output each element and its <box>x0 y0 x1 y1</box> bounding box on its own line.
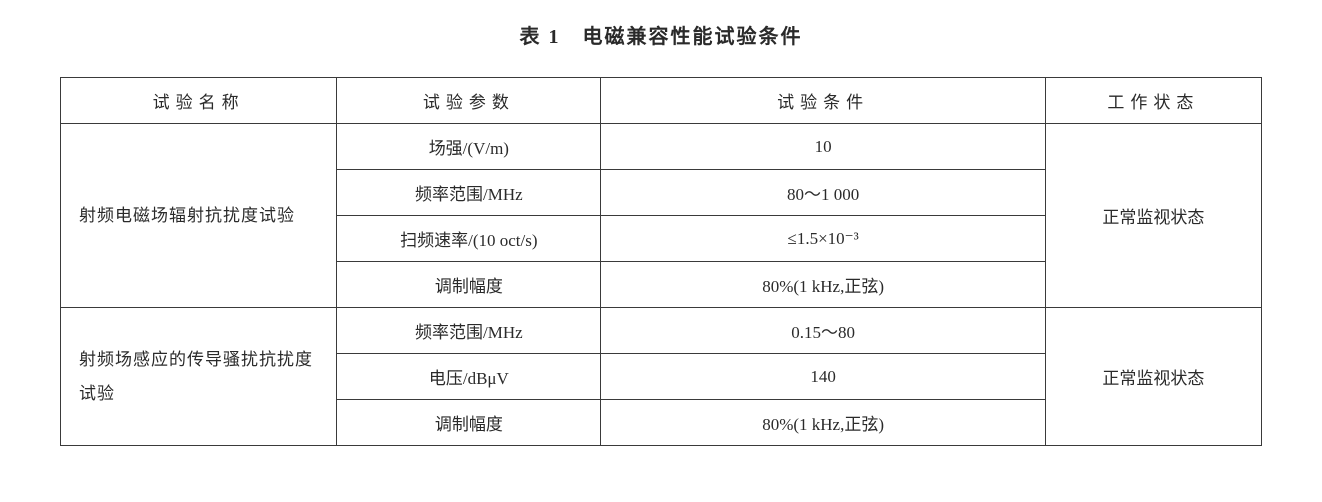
test-name-cell: 射频电磁场辐射抗扰度试验 <box>61 124 337 308</box>
param-cell: 场强/(V/m) <box>337 124 601 170</box>
param-cell: 频率范围/MHz <box>337 170 601 216</box>
header-cond: 试验条件 <box>601 78 1045 124</box>
emc-test-table: 试验名称 试验参数 试验条件 工作状态 射频电磁场辐射抗扰度试验 场强/(V/m… <box>60 77 1262 446</box>
table-row: 射频电磁场辐射抗扰度试验 场强/(V/m) 10 正常监视状态 <box>61 124 1262 170</box>
cond-cell: 10 <box>601 124 1045 170</box>
param-cell: 电压/dBμV <box>337 354 601 400</box>
header-name: 试验名称 <box>61 78 337 124</box>
table-header-row: 试验名称 试验参数 试验条件 工作状态 <box>61 78 1262 124</box>
table-caption: 表 1 电磁兼容性能试验条件 <box>60 20 1262 49</box>
cond-cell: 80～1 000 <box>601 170 1045 216</box>
param-cell: 调制幅度 <box>337 400 601 446</box>
cond-cell: 80%(1 kHz,正弦) <box>601 400 1045 446</box>
state-cell: 正常监视状态 <box>1045 124 1261 308</box>
cond-cell: 80%(1 kHz,正弦) <box>601 262 1045 308</box>
cond-cell: ≤1.5×10⁻³ <box>601 216 1045 262</box>
state-cell: 正常监视状态 <box>1045 308 1261 446</box>
table-row: 射频场感应的传导骚扰抗扰度试验 频率范围/MHz 0.15～80 正常监视状态 <box>61 308 1262 354</box>
param-cell: 频率范围/MHz <box>337 308 601 354</box>
param-cell: 扫频速率/(10 oct/s) <box>337 216 601 262</box>
header-state: 工作状态 <box>1045 78 1261 124</box>
test-name-cell: 射频场感应的传导骚扰抗扰度试验 <box>61 308 337 446</box>
cond-cell: 140 <box>601 354 1045 400</box>
cond-cell: 0.15～80 <box>601 308 1045 354</box>
param-cell: 调制幅度 <box>337 262 601 308</box>
header-param: 试验参数 <box>337 78 601 124</box>
